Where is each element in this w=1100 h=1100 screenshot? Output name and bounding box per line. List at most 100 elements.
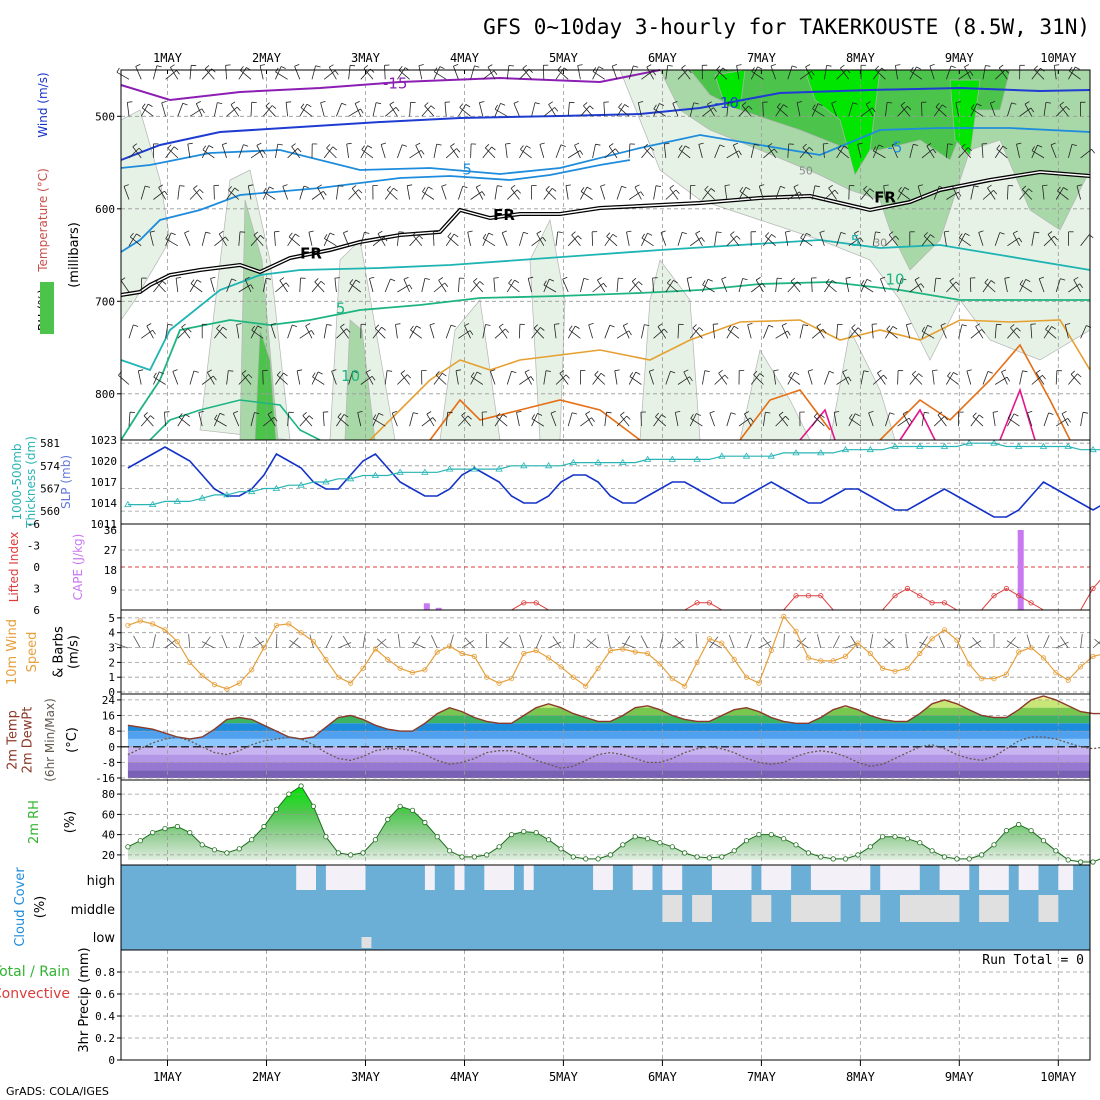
cloud-clear-high <box>1058 865 1074 890</box>
upper-wind-barb <box>299 330 312 339</box>
thickness-marker <box>124 500 132 507</box>
upper-wind-barb <box>496 416 508 427</box>
upper-wind-barb <box>555 144 562 159</box>
upper-wind-barb-flag <box>917 184 924 187</box>
upper-wind-barb-flag <box>863 185 868 190</box>
cloud-clear-high <box>454 865 465 890</box>
upper-wind-barb <box>384 370 388 385</box>
upper-wind-barb-flag <box>768 324 774 328</box>
upper-wind-barb-flag <box>761 283 766 288</box>
upper-wind-barb-flag <box>961 143 966 148</box>
upper-wind-barb-flag <box>161 280 167 285</box>
upper-wind-barb <box>377 233 386 247</box>
upper-wind-barb-flag <box>953 372 958 376</box>
upper-wind-barb-flag <box>638 101 644 103</box>
upper-wind-barb <box>201 375 214 385</box>
upper-wind-barb <box>140 103 149 117</box>
upper-wind-barb <box>424 105 435 117</box>
upper-wind-barb <box>966 370 972 385</box>
upper-wind-barb-flag <box>987 371 993 374</box>
upper-wind-barb <box>787 191 800 200</box>
upper-wind-barb-flag <box>534 102 540 105</box>
cloud-axis-label: Cloud Cover <box>13 867 28 947</box>
upper-wind-barb <box>482 237 496 247</box>
upper-wind-barb <box>397 284 410 293</box>
upper-wind-barb-flag <box>276 371 281 376</box>
upper-wind-barb-flag <box>395 107 400 112</box>
upper-wind-barb-flag <box>459 103 464 108</box>
upper-wind-barb <box>400 373 410 385</box>
thickness-line <box>127 442 1100 506</box>
upper-wind-barb-flag <box>288 232 293 238</box>
rh-marker <box>954 856 960 862</box>
upper-wind-barb-flag <box>413 412 419 415</box>
rh-marker <box>137 838 143 844</box>
wind-speed-marker <box>657 661 663 667</box>
upper-wind-barb-flag <box>673 279 678 284</box>
upper-wind-barb-flag <box>1048 412 1054 415</box>
upper-wind-barb-flag <box>334 70 339 75</box>
upper-wind-barb <box>384 106 397 117</box>
wind-barb <box>972 637 982 649</box>
rh-marker <box>1090 859 1096 865</box>
upper-wind-barb <box>158 187 166 200</box>
date-label-bottom: 10MAY <box>1040 1070 1077 1084</box>
upper-wind-barb <box>902 413 911 427</box>
upper-wind-barb <box>135 66 142 80</box>
upper-wind-barb <box>214 102 218 117</box>
upper-wind-barb <box>1069 70 1081 80</box>
upper-wind-barb-flag <box>947 371 951 377</box>
upper-wind-barb <box>202 149 215 159</box>
upper-wind-barb <box>433 144 438 158</box>
upper-wind-barb-flag <box>600 184 606 187</box>
upper-wind-barb <box>433 282 445 293</box>
upper-wind-barb <box>947 375 959 385</box>
upper-wind-barb <box>1068 373 1078 385</box>
upper-wind-barb <box>836 232 842 246</box>
wind-speed-marker <box>570 674 576 680</box>
upper-wind-barb-flag <box>704 370 710 372</box>
upper-wind-barb-flag <box>1054 64 1060 66</box>
wind-speed-marker <box>1040 655 1047 661</box>
upper-wind-barb <box>372 236 385 247</box>
upper-wind-barb <box>767 145 776 159</box>
upper-wind-barb <box>409 102 411 117</box>
upper-wind-barb-flag <box>522 64 527 69</box>
upper-wind-barb <box>946 281 957 293</box>
upper-wind-barb <box>751 71 764 80</box>
upper-wind-barb-flag <box>978 230 984 233</box>
upper-wind-barb <box>897 278 902 293</box>
upper-wind-barb <box>1007 327 1018 339</box>
upper-wind-barb <box>247 185 252 200</box>
upper-wind-barb-flag <box>577 235 582 240</box>
upper-wind-barb-flag <box>803 324 809 327</box>
wind-barb <box>201 636 211 649</box>
upper-wind-barb <box>704 189 715 200</box>
upper-wind-barb <box>674 412 679 427</box>
upper-wind-barb <box>935 106 947 117</box>
thickness-marker <box>792 449 800 456</box>
rh-marker <box>249 837 255 843</box>
upper-wind-barb <box>279 280 288 293</box>
cloud-clear-high <box>484 865 514 890</box>
upper-wind-barb <box>592 373 602 385</box>
upper-wind-barb-flag <box>813 412 818 417</box>
upper-wind-barb-flag <box>341 102 347 106</box>
upper-wind-barb-flag <box>921 326 925 332</box>
wind-barb <box>376 638 388 649</box>
upper-wind-barb <box>741 105 752 117</box>
wind-speed-marker <box>1016 649 1022 655</box>
run-total: Run Total = 0 <box>982 953 1084 968</box>
upper-wind-barb-flag <box>1065 323 1071 325</box>
upper-wind-barb-flag <box>574 325 580 329</box>
wind-speed-marker <box>644 650 651 657</box>
rh-marker <box>286 791 292 797</box>
wind-barb <box>276 633 278 649</box>
time-axes: 1MAY1MAY2MAY2MAY3MAY3MAY4MAY4MAY5MAY5MAY… <box>153 51 1077 1084</box>
upper-wind-barb <box>845 278 850 293</box>
date-label-top: 7MAY <box>747 51 777 65</box>
upper-wind-barb <box>689 237 702 247</box>
upper-wind-barb <box>516 412 520 427</box>
upper-wind-barb-flag <box>559 369 565 374</box>
wind-speed-marker <box>904 665 911 671</box>
